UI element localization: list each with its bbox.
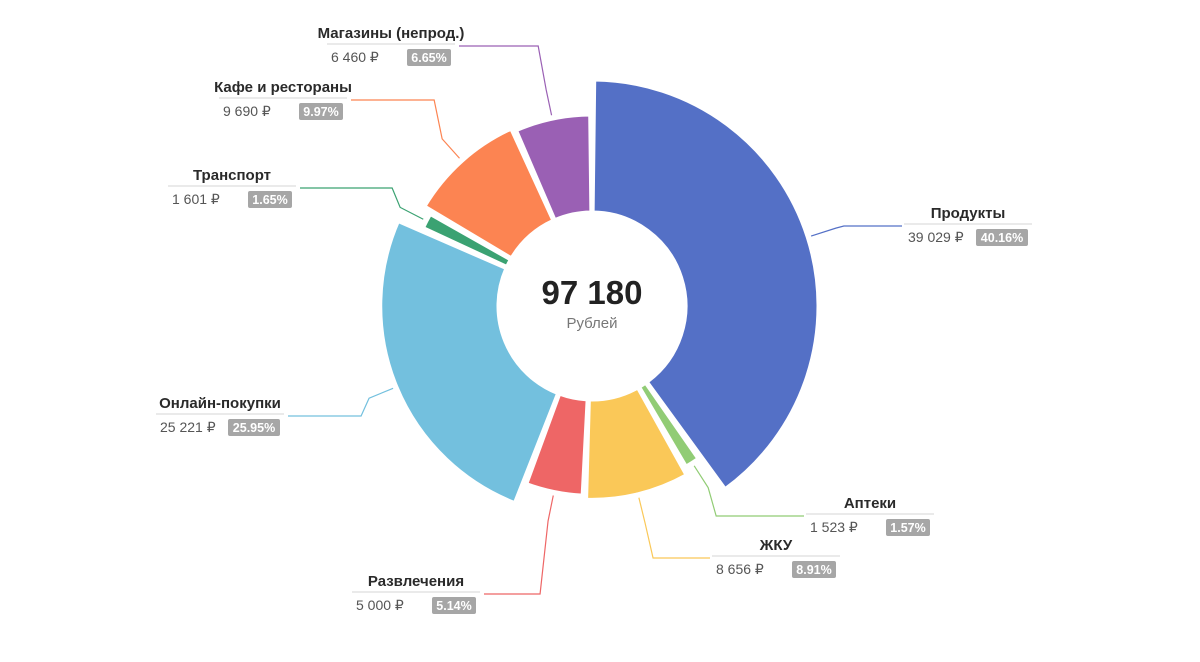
slice-label-6: Кафе и рестораны 9 690 ₽ 9.97% [214, 79, 352, 120]
slice-1[interactable] [638, 381, 700, 468]
percent-badge [248, 191, 292, 208]
leader-line-7 [459, 45, 553, 116]
slice-label-name: Транспорт [193, 167, 271, 184]
leader-line-5 [300, 187, 424, 220]
slice-2[interactable] [585, 386, 688, 501]
slice-label-name: Продукты [931, 205, 1006, 222]
label-leader-lines [288, 45, 902, 595]
slice-labels: Продукты 39 029 ₽ 40.16% Аптеки 1 523 ₽ 1.57%… [156, 25, 1032, 614]
percent-badge [792, 561, 836, 578]
slice-label-amount: 8 656 ₽ [716, 561, 764, 577]
percent-badge [228, 419, 280, 436]
slice-label-7: Магазины (непрод.) 6 460 ₽ 6.65% [318, 25, 465, 66]
slice-label-amount: 25 221 ₽ [160, 419, 216, 435]
slice-label-5: Транспорт 1 601 ₽ 1.65% [168, 167, 296, 208]
slice-label-percent: 8.91% [796, 563, 831, 577]
slice-label-amount: 5 000 ₽ [356, 597, 404, 613]
percent-badge [976, 229, 1028, 246]
slice-label-percent: 1.57% [890, 521, 925, 535]
slice-label-amount: 1 601 ₽ [172, 191, 220, 207]
slice-label-amount: 6 460 ₽ [331, 49, 379, 65]
leader-line-2 [638, 497, 710, 559]
percent-badge [299, 103, 343, 120]
leader-line-0 [810, 225, 902, 237]
percent-badge [432, 597, 476, 614]
slice-label-name: Развлечения [368, 573, 464, 590]
slice-label-3: Развлечения 5 000 ₽ 5.14% [352, 573, 480, 614]
slice-3[interactable] [525, 392, 589, 497]
leader-line-1 [693, 465, 804, 517]
slice-label-percent: 25.95% [233, 421, 275, 435]
slice-label-percent: 9.97% [303, 105, 338, 119]
slice-label-name: Аптеки [844, 495, 896, 512]
slice-label-percent: 5.14% [436, 599, 471, 613]
slice-label-name: Онлайн-покупки [159, 395, 281, 412]
slice-7[interactable] [515, 113, 593, 222]
slice-label-2: ЖКУ 8 656 ₽ 8.91% [712, 537, 840, 578]
slice-label-name: Магазины (непрод.) [318, 25, 465, 42]
percent-badge [407, 49, 451, 66]
slice-label-0: Продукты 39 029 ₽ 40.16% [904, 205, 1032, 246]
slice-label-percent: 40.16% [981, 231, 1023, 245]
leader-line-6 [351, 99, 460, 159]
slice-label-1: Аптеки 1 523 ₽ 1.57% [806, 495, 934, 536]
total-unit: Рублей [566, 315, 617, 332]
total-value: 97 180 [542, 274, 643, 311]
donut-slices [379, 78, 820, 505]
slice-6[interactable] [423, 127, 555, 260]
slice-5[interactable] [422, 213, 512, 268]
slice-label-percent: 1.65% [252, 193, 287, 207]
slice-label-4: Онлайн-покупки 25 221 ₽ 25.95% [156, 395, 284, 436]
slice-label-name: Кафе и рестораны [214, 79, 352, 96]
slice-label-amount: 39 029 ₽ [908, 229, 964, 245]
leader-line-3 [484, 495, 554, 595]
leader-line-4 [288, 387, 394, 417]
slice-0[interactable] [591, 78, 820, 491]
slice-label-percent: 6.65% [411, 51, 446, 65]
slice-label-amount: 9 690 ₽ [223, 103, 271, 119]
percent-badge [886, 519, 930, 536]
slice-label-amount: 1 523 ₽ [810, 519, 858, 535]
slice-4[interactable] [379, 220, 560, 505]
slice-label-name: ЖКУ [759, 537, 793, 554]
